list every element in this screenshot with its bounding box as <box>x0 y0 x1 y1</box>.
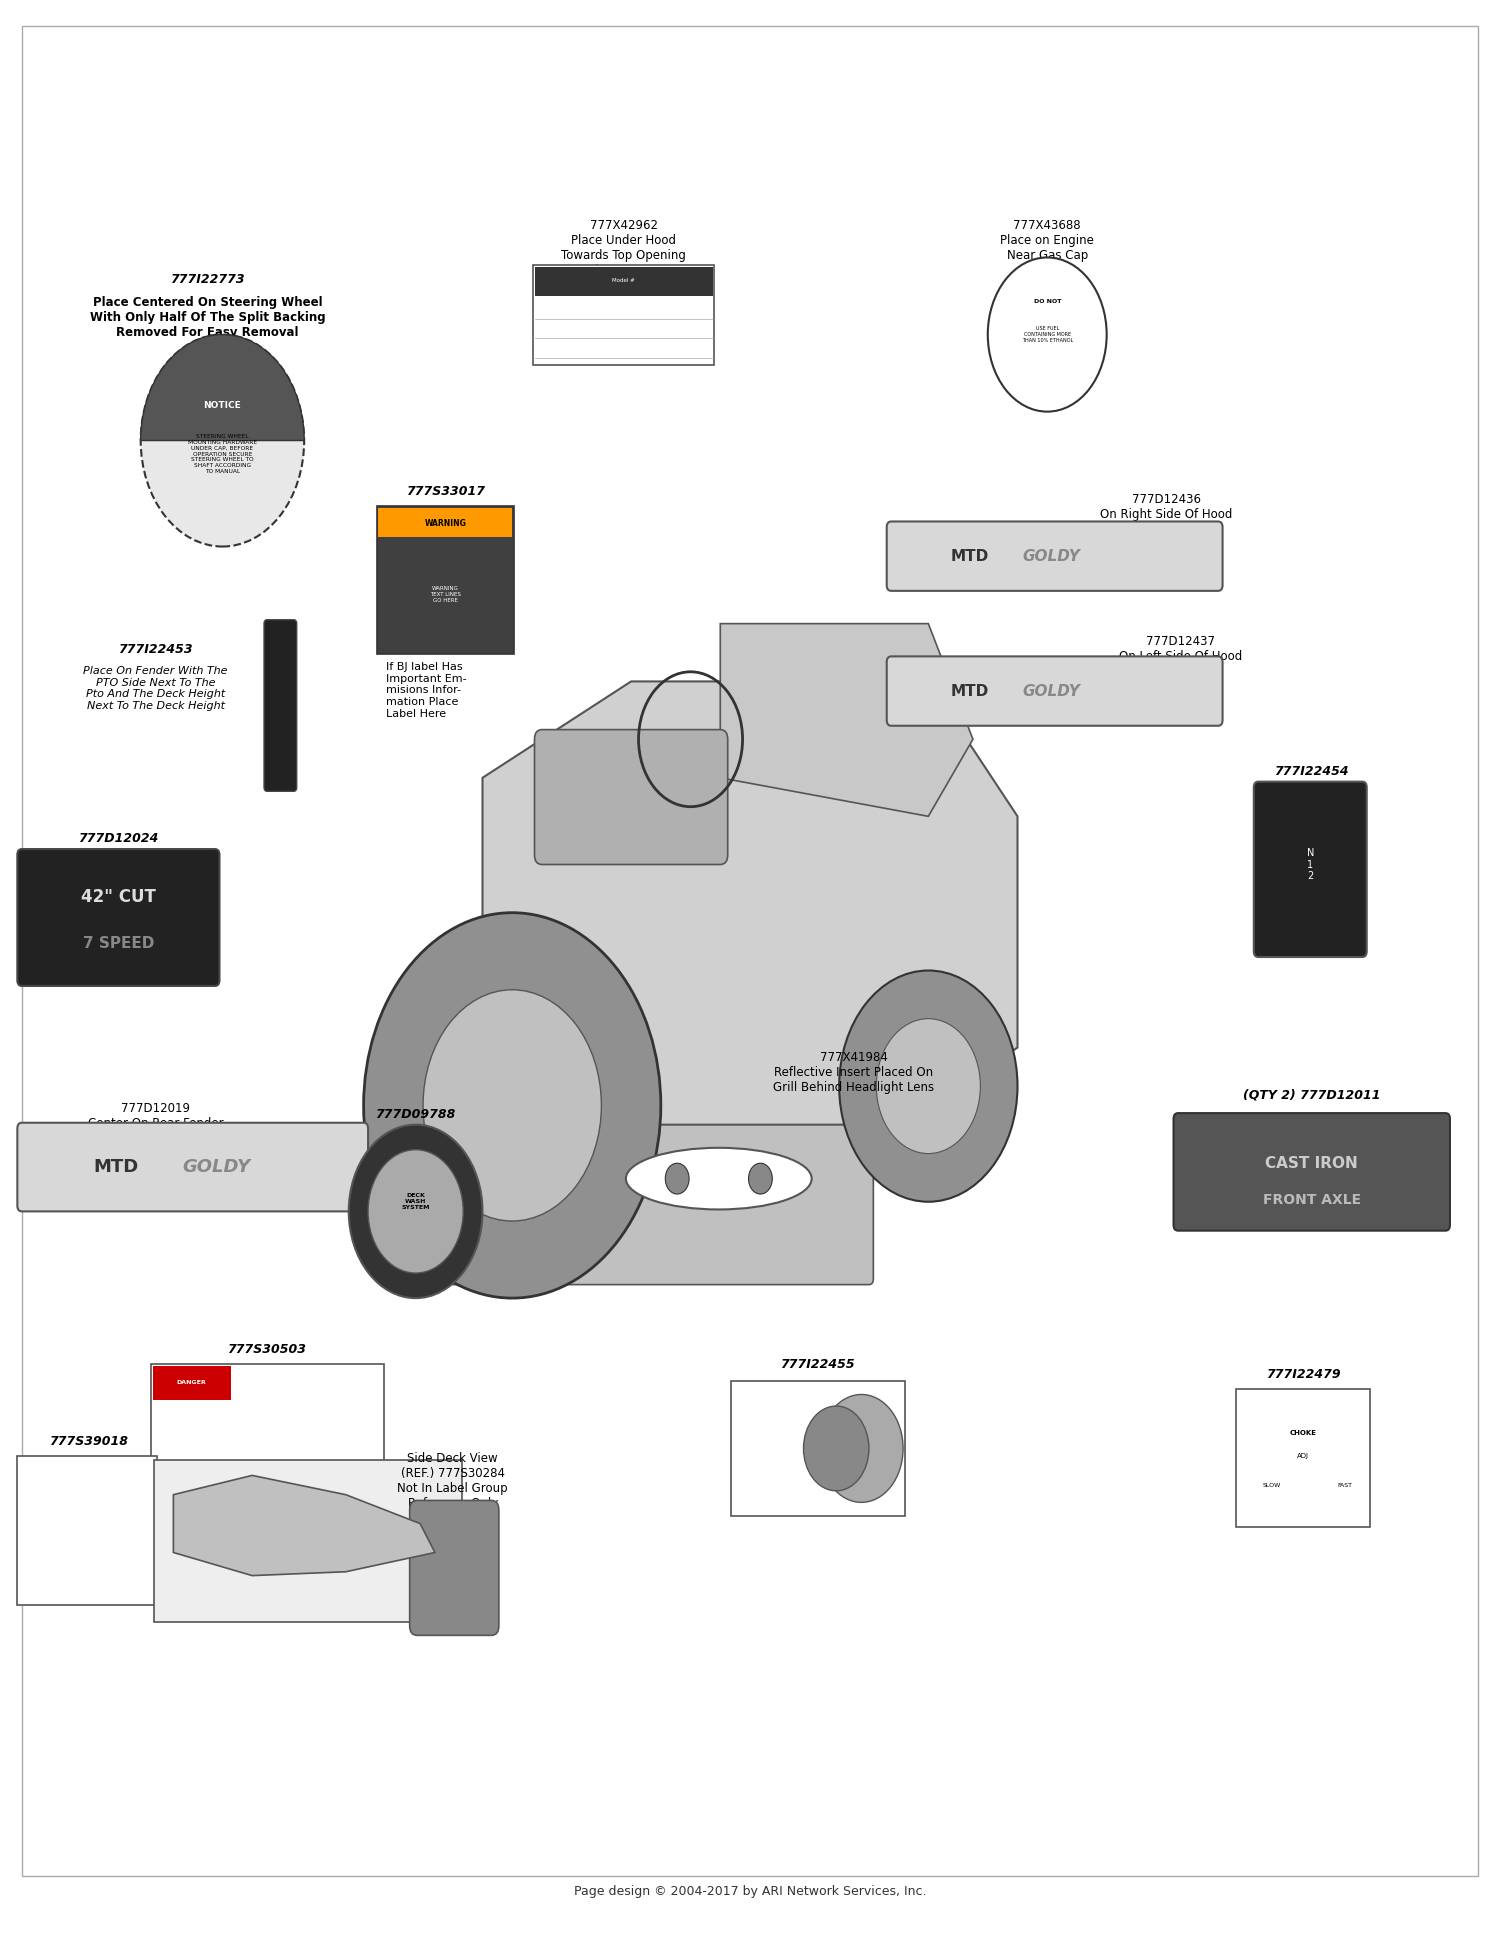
FancyBboxPatch shape <box>730 1380 904 1516</box>
FancyBboxPatch shape <box>264 619 297 792</box>
FancyBboxPatch shape <box>1173 1112 1450 1231</box>
Text: Page design © 2004-2017 by ARI Network Services, Inc.: Page design © 2004-2017 by ARI Network S… <box>573 1885 926 1898</box>
Circle shape <box>821 1394 903 1502</box>
Text: USE FUEL
CONTAINING MORE
THAN 10% ETHANOL: USE FUEL CONTAINING MORE THAN 10% ETHANO… <box>1022 326 1072 344</box>
Text: 777D12436
On Right Side Of Hood: 777D12436 On Right Side Of Hood <box>1100 493 1233 520</box>
Text: 777X42962
Place Under Hood
Towards Top Opening
Facing Operator: 777X42962 Place Under Hood Towards Top O… <box>561 219 686 278</box>
Text: FRONT AXLE: FRONT AXLE <box>1263 1194 1360 1207</box>
FancyBboxPatch shape <box>152 1365 384 1473</box>
Text: Side Deck View
(REF.) 777S30284
Not In Label Group
Reference Only: Side Deck View (REF.) 777S30284 Not In L… <box>398 1452 508 1510</box>
FancyBboxPatch shape <box>154 1460 462 1623</box>
FancyBboxPatch shape <box>378 509 512 538</box>
Text: 777D12019
Center On Rear Fender: 777D12019 Center On Rear Fender <box>87 1102 224 1130</box>
Text: FAST: FAST <box>1336 1483 1352 1487</box>
Text: MTD: MTD <box>93 1159 138 1176</box>
FancyBboxPatch shape <box>886 656 1222 726</box>
FancyBboxPatch shape <box>410 1500 500 1636</box>
Text: SLOW: SLOW <box>1263 1483 1281 1487</box>
Polygon shape <box>483 681 1017 1124</box>
Text: GOLDY: GOLDY <box>1022 683 1080 699</box>
FancyBboxPatch shape <box>448 1118 873 1285</box>
Text: 777D12024: 777D12024 <box>78 833 159 844</box>
Text: 777X41984
Reflective Insert Placed On
Grill Behind Headlight Lens: 777X41984 Reflective Insert Placed On Gr… <box>774 1052 934 1095</box>
Text: 777I22453: 777I22453 <box>118 642 194 656</box>
Text: If BJ label Has
Important Em-
misions Infor-
mation Place
Label Here: If BJ label Has Important Em- misions In… <box>386 662 466 718</box>
Circle shape <box>876 1019 981 1153</box>
FancyBboxPatch shape <box>534 730 728 864</box>
Text: 777I22773: 777I22773 <box>171 274 244 287</box>
Text: N
1
2: N 1 2 <box>1306 848 1314 881</box>
Text: DANGER: DANGER <box>177 1380 206 1386</box>
Text: 7 SPEED: 7 SPEED <box>82 936 154 951</box>
Circle shape <box>368 1149 464 1273</box>
Text: MTD: MTD <box>951 683 988 699</box>
Text: NOTICE: NOTICE <box>204 402 242 410</box>
Circle shape <box>666 1163 688 1194</box>
Text: CAST IRON: CAST IRON <box>1266 1155 1358 1170</box>
Text: DO NOT: DO NOT <box>1034 299 1060 305</box>
Ellipse shape <box>626 1147 812 1209</box>
Circle shape <box>363 912 662 1299</box>
Circle shape <box>839 970 1017 1201</box>
Text: Place Centered On Steering Wheel
With Only Half Of The Split Backing
Removed For: Place Centered On Steering Wheel With On… <box>90 297 326 340</box>
FancyBboxPatch shape <box>1236 1388 1370 1528</box>
Text: DECK
WASH
SYSTEM: DECK WASH SYSTEM <box>402 1194 430 1209</box>
Text: ADJ: ADJ <box>1298 1454 1310 1460</box>
FancyBboxPatch shape <box>886 522 1222 590</box>
Text: 777S33017: 777S33017 <box>406 485 484 499</box>
Text: 777I22479: 777I22479 <box>1266 1368 1340 1380</box>
Circle shape <box>350 1124 483 1299</box>
Text: 777S30503: 777S30503 <box>228 1343 306 1357</box>
Text: 777D12437
On Left Side Of Hood: 777D12437 On Left Side Of Hood <box>1119 635 1242 664</box>
Text: MTD: MTD <box>951 549 988 563</box>
FancyBboxPatch shape <box>18 1456 158 1605</box>
Text: 777D09788: 777D09788 <box>375 1108 456 1120</box>
Circle shape <box>748 1163 772 1194</box>
FancyBboxPatch shape <box>534 268 712 297</box>
Text: GOLDY: GOLDY <box>183 1159 250 1176</box>
Wedge shape <box>141 334 304 441</box>
Text: STEERING WHEEL
MOUNTING HARDWARE
UNDER CAP, BEFORE
OPERATION SECURE
STEERING WHE: STEERING WHEEL MOUNTING HARDWARE UNDER C… <box>188 435 256 474</box>
Circle shape <box>804 1405 868 1491</box>
FancyBboxPatch shape <box>532 266 714 365</box>
Circle shape <box>141 334 304 547</box>
FancyBboxPatch shape <box>18 848 219 986</box>
Text: GOLDY: GOLDY <box>1022 549 1080 563</box>
Circle shape <box>423 990 602 1221</box>
FancyBboxPatch shape <box>153 1366 231 1399</box>
Text: WARNING
TEXT LINES
GO HERE: WARNING TEXT LINES GO HERE <box>430 586 460 604</box>
Text: 777S39018: 777S39018 <box>50 1436 128 1448</box>
Text: 777X43688
Place on Engine
Near Gas Cap: 777X43688 Place on Engine Near Gas Cap <box>1000 219 1094 262</box>
FancyBboxPatch shape <box>376 507 513 654</box>
Text: 42" CUT: 42" CUT <box>81 889 156 906</box>
Text: 777I22454: 777I22454 <box>1275 765 1348 778</box>
Text: Place On Fender With The
PTO Side Next To The
Pto And The Deck Height
Next To Th: Place On Fender With The PTO Side Next T… <box>84 666 228 710</box>
FancyBboxPatch shape <box>1254 782 1366 957</box>
Text: (QTY 2) 777D12011: (QTY 2) 777D12011 <box>1244 1089 1380 1102</box>
Text: WARNING: WARNING <box>424 518 466 528</box>
Text: CHOKE: CHOKE <box>1290 1431 1317 1436</box>
FancyBboxPatch shape <box>18 1122 368 1211</box>
Text: 777I22455: 777I22455 <box>780 1359 853 1372</box>
Circle shape <box>988 258 1107 411</box>
Text: Model #: Model # <box>612 278 634 283</box>
Polygon shape <box>174 1475 435 1576</box>
Polygon shape <box>720 623 974 817</box>
